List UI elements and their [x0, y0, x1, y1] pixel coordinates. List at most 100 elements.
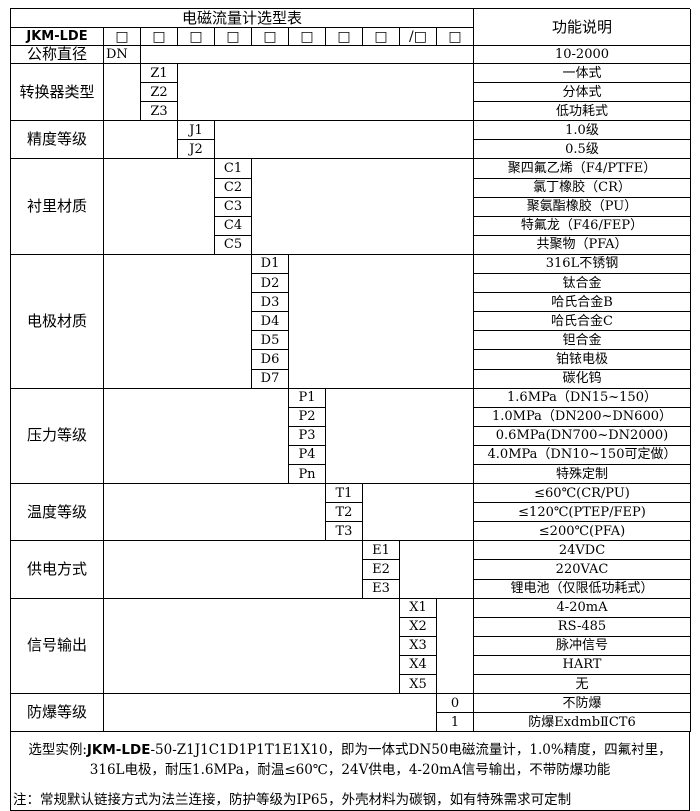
option-code: E2: [363, 560, 400, 580]
option-code: J1: [178, 121, 215, 141]
code-box: □: [141, 28, 178, 46]
example-line2: 316L电极，耐压1.6MPa，耐温≤60℃，24V供电，4-20mA信号输出，…: [89, 762, 611, 779]
group-label: 精度等级: [11, 121, 104, 160]
option-desc: 220VAC: [474, 560, 691, 580]
option-desc: ≤120℃(PTEP/FEP): [474, 503, 691, 523]
empty-cell: [437, 598, 474, 695]
option-desc: HART: [474, 655, 691, 675]
option-desc: 无: [474, 675, 691, 695]
option-desc: 低功耗式: [474, 102, 691, 122]
option-code: C2: [215, 178, 252, 198]
option-desc: RS-485: [474, 617, 691, 637]
code-box: □: [437, 28, 474, 46]
option-code: T2: [326, 503, 363, 523]
example-line1: -50-Z1J1C1D1P1T1E1X10，即为一体式DN50电磁流量计，1.0…: [150, 742, 672, 759]
group-label: 压力等级: [11, 388, 104, 485]
empty-cell: [326, 388, 474, 485]
option-desc: 钽合金: [474, 331, 691, 351]
option-desc: 哈氏合金B: [474, 293, 691, 313]
example-label: 选型实例:: [28, 742, 87, 759]
empty-cell: [400, 541, 474, 599]
option-desc: 特氟龙（F46/FEP）: [474, 216, 691, 236]
empty-cell: [104, 694, 437, 733]
option-code: C4: [215, 216, 252, 236]
option-desc: 聚氨酯橡胶（PU）: [474, 197, 691, 217]
option-desc: ≤60℃(CR/PU): [474, 484, 691, 504]
option-desc: 特殊定制: [474, 464, 691, 485]
option-code: X3: [400, 636, 437, 656]
model-prefix: JKM-LDE: [11, 28, 104, 46]
option-desc: 10-2000: [474, 46, 691, 64]
option-desc: 铂铱电极: [474, 350, 691, 370]
option-code: C1: [215, 159, 252, 179]
code-box: □: [215, 28, 252, 46]
option-code: C3: [215, 197, 252, 217]
option-desc: 共聚物（PFA）: [474, 235, 691, 255]
selection-grid: 电磁流量计选型表 功能说明 JKM-LDE □ □ □ □ □ □ □ □/□ □ 公称直径 DN 10-2…: [10, 8, 691, 733]
empty-cell: [104, 64, 141, 122]
option-desc: 24VDC: [474, 541, 691, 561]
option-code: 1: [437, 713, 474, 733]
option-code: P2: [289, 407, 326, 427]
option-code: D6: [252, 350, 289, 370]
option-desc: 分体式: [474, 83, 691, 103]
group-label: 转换器类型: [11, 64, 104, 122]
option-desc: 0.6MPa(DN700~DN2000): [474, 426, 691, 446]
table-title: 电磁流量计选型表: [11, 9, 474, 28]
option-code: D5: [252, 331, 289, 351]
option-desc: 碳化钨: [474, 369, 691, 389]
option-desc: 4-20mA: [474, 598, 691, 618]
option-code: DN: [104, 46, 141, 64]
code-box: □: [289, 28, 326, 46]
code-box: □: [363, 28, 400, 46]
group-label: 供电方式: [11, 541, 104, 599]
option-desc: 316L不锈钢: [474, 254, 691, 275]
option-desc: 脉冲信号: [474, 636, 691, 656]
empty-cell: [141, 46, 474, 64]
empty-cell: [104, 598, 400, 695]
code-box: /□: [400, 28, 437, 46]
option-desc: 一体式: [474, 64, 691, 84]
option-code: Z3: [141, 102, 178, 122]
option-code: P1: [289, 388, 326, 408]
empty-cell: [104, 254, 252, 389]
option-code: D7: [252, 369, 289, 389]
option-code: D3: [252, 293, 289, 313]
option-desc: 不防爆: [474, 694, 691, 714]
function-header: 功能说明: [474, 9, 691, 46]
empty-cell: [104, 121, 178, 160]
option-code: X5: [400, 675, 437, 695]
option-desc: 防爆ExdmbⅡCT6: [474, 713, 691, 733]
empty-cell: [363, 484, 474, 542]
option-code: P3: [289, 426, 326, 446]
option-desc: 0.5级: [474, 140, 691, 160]
option-desc: ≤200℃(PFA): [474, 522, 691, 542]
empty-cell: [104, 388, 289, 485]
code-box: □: [252, 28, 289, 46]
empty-cell: [252, 159, 474, 255]
option-code: J2: [178, 140, 215, 160]
option-desc: 哈氏合金C: [474, 312, 691, 332]
option-desc: 1.0MPa（DN200~DN600）: [474, 407, 691, 427]
option-code: X1: [400, 598, 437, 618]
option-desc: 聚四氟乙烯（F4/PTFE）: [474, 159, 691, 179]
option-desc: 锂电池（仅限低功耗式）: [474, 579, 691, 599]
code-box: □: [178, 28, 215, 46]
option-code: 0: [437, 694, 474, 714]
option-code: T1: [326, 484, 363, 504]
empty-cell: [215, 121, 474, 160]
group-label: 衬里材质: [11, 159, 104, 255]
option-code: Z2: [141, 83, 178, 103]
group-label: 温度等级: [11, 484, 104, 542]
footer-note: 注：常规默认链接方式为法兰连接，防护等级为IP65，外壳材料为碳钢，如有特殊需求…: [13, 792, 572, 809]
group-label: 公称直径: [11, 46, 104, 64]
option-code: P4: [289, 445, 326, 465]
empty-cell: [178, 64, 474, 122]
option-code: D4: [252, 312, 289, 332]
option-desc: 1.0级: [474, 121, 691, 141]
code-box: □: [326, 28, 363, 46]
option-desc: 4.0MPa（DN10~150可定做）: [474, 445, 691, 465]
option-code: D1: [252, 254, 289, 275]
group-label: 电极材质: [11, 254, 104, 389]
group-label: 信号输出: [11, 598, 104, 695]
